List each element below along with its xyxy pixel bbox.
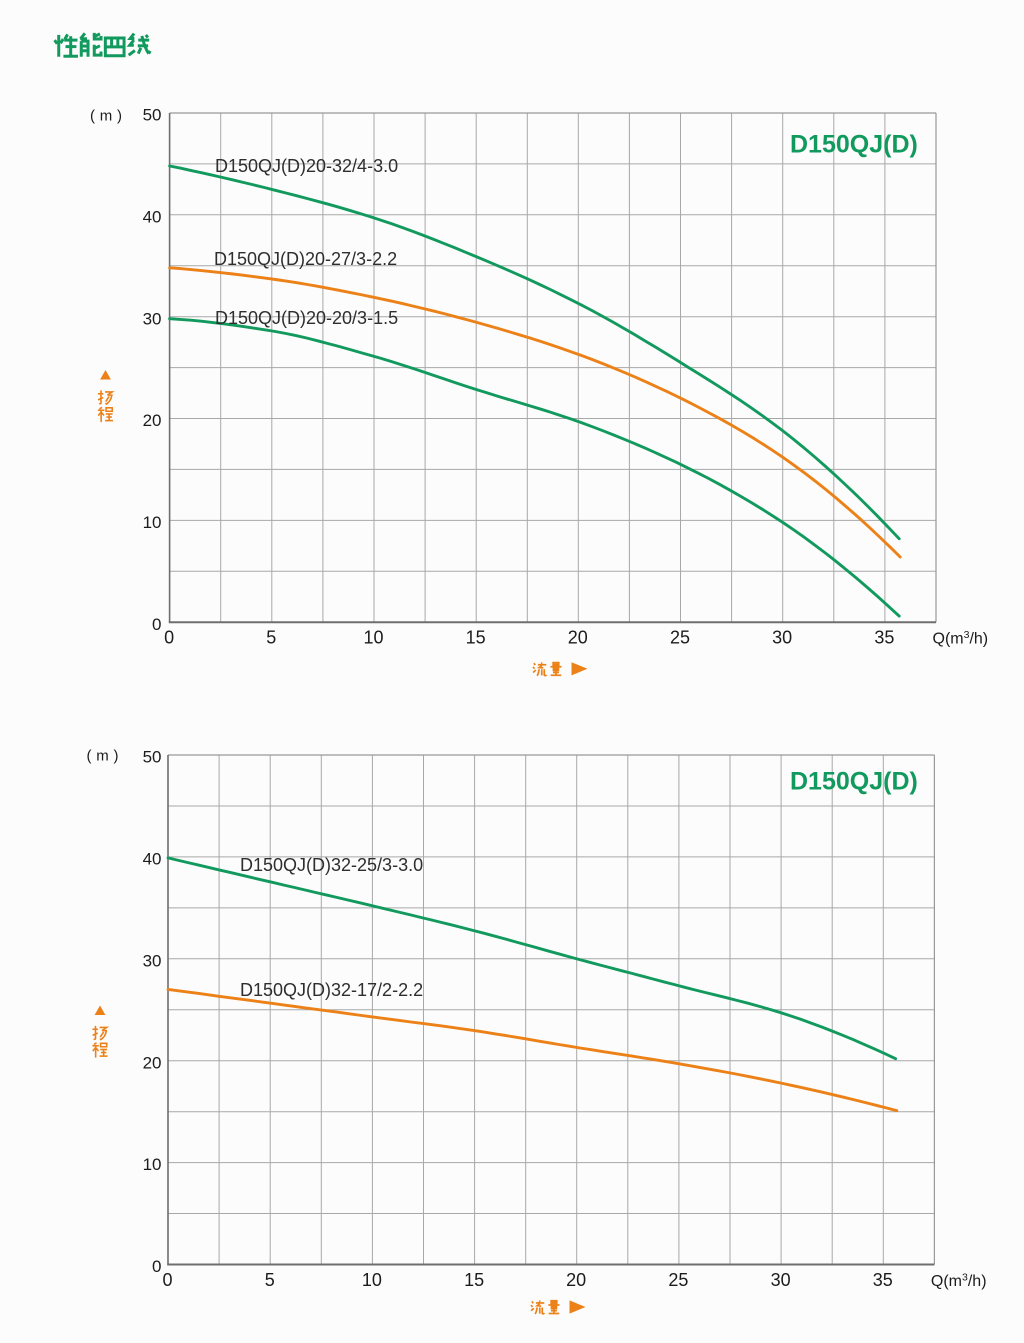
svg-text:30: 30 [772,628,792,648]
svg-text:D150QJ(D)20-32/4-3.0: D150QJ(D)20-32/4-3.0 [215,156,398,176]
svg-text:D150QJ(D)32-25/3-3.0: D150QJ(D)32-25/3-3.0 [240,855,423,875]
svg-text:Q(m3/h): Q(m3/h) [933,629,989,648]
svg-text:10: 10 [363,628,383,648]
svg-text:( m ): ( m ) [87,748,119,765]
svg-text:40: 40 [143,207,162,226]
svg-text:30: 30 [771,1270,791,1290]
svg-text:25: 25 [670,628,690,648]
svg-text:10: 10 [143,1155,162,1174]
svg-text:0: 0 [162,1270,172,1290]
svg-text:30: 30 [143,951,162,970]
svg-text:D150QJ(D): D150QJ(D) [790,767,918,795]
svg-text:5: 5 [266,628,276,648]
svg-text:( m ): ( m ) [90,108,122,125]
svg-text:30: 30 [143,309,162,328]
svg-text:20: 20 [143,411,162,430]
svg-text:0: 0 [164,628,174,648]
svg-text:D150QJ(D): D150QJ(D) [790,131,918,159]
svg-text:35: 35 [874,628,894,648]
svg-text:50: 50 [143,748,162,767]
svg-text:0: 0 [152,615,161,634]
svg-text:0: 0 [152,1257,161,1276]
svg-text:50: 50 [143,106,162,125]
svg-text:35: 35 [873,1270,893,1290]
svg-text:D150QJ(D)32-17/2-2.2: D150QJ(D)32-17/2-2.2 [240,980,423,1000]
svg-text:D150QJ(D)20-20/3-1.5: D150QJ(D)20-20/3-1.5 [215,308,398,328]
svg-text:25: 25 [668,1270,688,1290]
svg-text:5: 5 [265,1270,275,1290]
svg-text:20: 20 [568,628,588,648]
svg-text:15: 15 [464,1270,484,1290]
svg-text:40: 40 [143,850,162,869]
svg-text:10: 10 [143,513,162,532]
svg-text:Q(m3/h): Q(m3/h) [931,1271,987,1290]
svg-text:15: 15 [466,628,486,648]
svg-text:20: 20 [566,1270,586,1290]
svg-text:10: 10 [362,1270,382,1290]
svg-text:D150QJ(D)20-27/3-2.2: D150QJ(D)20-27/3-2.2 [214,249,397,269]
svg-text:20: 20 [143,1053,162,1072]
